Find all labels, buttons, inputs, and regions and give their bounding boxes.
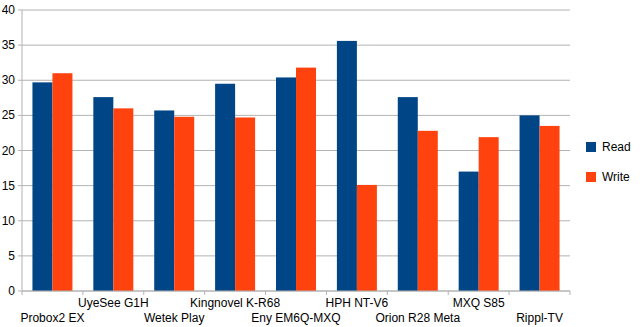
category-label: Probox2 EX — [20, 311, 84, 325]
bar — [215, 84, 235, 291]
grid-line — [22, 10, 570, 11]
bar — [418, 131, 438, 291]
bar — [520, 115, 540, 291]
tick-mark — [18, 255, 22, 256]
bar — [113, 108, 133, 291]
chart-svg: 0 5 10 15 20 25 30 35 40 Probox2 EXUyeSee G1HWete… — [0, 0, 640, 327]
bar — [174, 117, 194, 291]
x-tick — [387, 291, 388, 295]
legend-swatch — [586, 142, 596, 152]
tick-mark — [18, 10, 22, 11]
x-axis — [22, 291, 570, 292]
legend-label: Read — [602, 140, 631, 154]
tick-label: 40 — [2, 3, 16, 17]
legend-swatch — [586, 172, 596, 182]
y-axis — [22, 10, 23, 291]
bar — [337, 41, 357, 291]
x-tick — [326, 291, 327, 295]
tick-mark — [18, 150, 22, 151]
tick-mark — [18, 220, 22, 221]
bar — [93, 97, 113, 291]
x-tick — [265, 291, 266, 295]
tick-mark — [18, 185, 22, 186]
legend: Read Write — [586, 140, 631, 184]
x-tick — [509, 291, 510, 295]
category-label: HPH NT-V6 — [326, 296, 389, 310]
tick-label: 35 — [2, 38, 16, 52]
bar — [459, 172, 479, 291]
tick-label: 5 — [8, 249, 15, 263]
x-tick — [22, 291, 23, 295]
category-label: MXQ S85 — [453, 296, 505, 310]
category-label: UyeSee G1H — [78, 296, 149, 310]
x-tick — [82, 291, 83, 295]
bar — [479, 137, 499, 291]
bar — [32, 82, 52, 291]
grid-line — [22, 291, 570, 292]
tick-label: 15 — [2, 179, 16, 193]
category-label: Orion R28 Meta — [375, 311, 460, 325]
tick-mark — [18, 45, 22, 46]
tick-mark — [18, 80, 22, 81]
x-tick — [143, 291, 144, 295]
bar — [154, 110, 174, 291]
bar — [540, 126, 560, 291]
category-label: Eny EM6Q-MXQ — [251, 311, 340, 325]
grid-line — [22, 45, 570, 46]
category-label: Kingnovel K-R68 — [190, 296, 280, 310]
tick-mark — [18, 291, 22, 292]
bars — [32, 41, 559, 291]
x-tick — [204, 291, 205, 295]
x-tick — [448, 291, 449, 295]
category-label: Wetek Play — [144, 311, 204, 325]
bar — [276, 77, 296, 291]
tick-label: 20 — [2, 144, 16, 158]
chart-container: 0 5 10 15 20 25 30 35 40 Probox2 EXUyeSee G1HWete… — [0, 0, 640, 327]
bar — [357, 185, 377, 291]
tick-label: 0 — [8, 284, 15, 298]
legend-label: Write — [602, 170, 630, 184]
bar — [398, 97, 418, 291]
x-tick — [570, 291, 571, 295]
category-label: Rippl-TV — [516, 311, 563, 325]
bar — [235, 117, 255, 291]
bar — [296, 68, 316, 291]
bar — [52, 73, 72, 291]
tick-label: 10 — [2, 214, 16, 228]
tick-mark — [18, 115, 22, 116]
tick-label: 30 — [2, 73, 16, 87]
tick-label: 25 — [2, 108, 16, 122]
